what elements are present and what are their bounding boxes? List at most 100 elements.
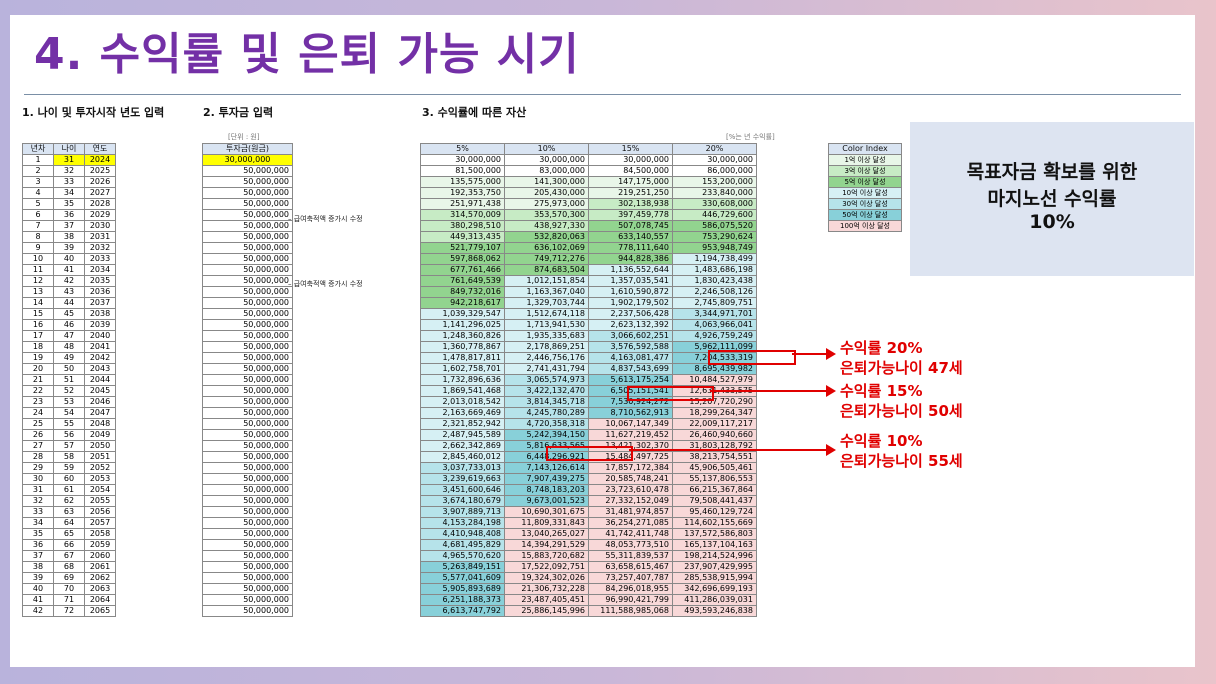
- asset-cell: 1,732,896,636: [420, 374, 505, 386]
- table-row: 50,000,000: [202, 297, 293, 309]
- asset-cell: 31,481,974,857: [588, 506, 673, 518]
- table1-cell: 2: [22, 165, 54, 177]
- asset-cell: 2,013,018,542: [420, 396, 505, 408]
- investment-cell: 50,000,000: [202, 594, 293, 606]
- asset-cell: 380,298,510: [420, 220, 505, 232]
- table1-cell: 10: [22, 253, 54, 265]
- asset-cell: 275,973,000: [504, 198, 589, 210]
- table-row: 16 46 2039: [22, 319, 116, 331]
- table-row: 50,000,000: [202, 198, 293, 210]
- table-row: 192,353,750 205,430,000 219,251,250 233,840…: [420, 187, 757, 199]
- table1-cell: 59: [53, 462, 85, 474]
- table-row: 50,000,000: [202, 176, 293, 188]
- table1-cell: 36: [22, 539, 54, 551]
- asset-cell: 38,213,754,551: [672, 451, 757, 463]
- asset-cell: 5,577,041,609: [420, 572, 505, 584]
- asset-cell: 86,000,000: [672, 165, 757, 177]
- table-row: 2 32 2025: [22, 165, 116, 177]
- asset-cell: 21,306,732,228: [504, 583, 589, 595]
- asset-cell: 1,194,738,499: [672, 253, 757, 265]
- investment-cell: 50,000,000: [202, 275, 293, 287]
- table1-cell: 2054: [84, 484, 116, 496]
- table-row: 4,410,948,408 13,040,265,027 41,742,411,74…: [420, 528, 757, 540]
- asset-cell: 1,141,296,025: [420, 319, 505, 331]
- table-row: 380,298,510 438,927,330 507,078,745 586,075…: [420, 220, 757, 232]
- asset-cell: 874,683,504: [504, 264, 589, 276]
- table1-cell: 13: [22, 286, 54, 298]
- asset-cell: 27,332,152,049: [588, 495, 673, 507]
- asset-cell: 4,063,966,041: [672, 319, 757, 331]
- table1-cell: 19: [22, 352, 54, 364]
- table-row: 31 61 2054: [22, 484, 116, 496]
- table-row: 38 68 2061: [22, 561, 116, 573]
- section-title-asset-by-return: 3. 수익률에 따른 자산: [422, 106, 527, 119]
- asset-cell: 3,065,574,973: [504, 374, 589, 386]
- table-row: 37 67 2060: [22, 550, 116, 562]
- asset-cell: 192,353,750: [420, 187, 505, 199]
- table1-cell: 2052: [84, 462, 116, 474]
- table-row: 1,039,329,547 1,512,674,118 2,237,506,428 3…: [420, 308, 757, 320]
- asset-cell: 15,883,720,682: [504, 550, 589, 562]
- table1-cell: 2046: [84, 396, 116, 408]
- table-row: 1,141,296,025 1,713,941,530 2,623,132,392 4…: [420, 319, 757, 331]
- table1-cell: 2030: [84, 220, 116, 232]
- investment-cell: 50,000,000: [202, 209, 293, 221]
- table1-cell: 49: [53, 352, 85, 364]
- legend-item: 30억 이상 달성: [828, 198, 902, 210]
- asset-cell: 95,460,129,724: [672, 506, 757, 518]
- asset-cell: 251,971,438: [420, 198, 505, 210]
- table-row: 2,163,669,469 4,245,780,289 8,710,562,913 1…: [420, 407, 757, 419]
- asset-cell: 1,357,035,541: [588, 275, 673, 287]
- table-row: 50,000,000: [202, 407, 293, 419]
- asset-cell: 397,459,778: [588, 209, 673, 221]
- asset-cell: 8,710,562,913: [588, 407, 673, 419]
- table-row: 23 53 2046: [22, 396, 116, 408]
- investment-cell: 50,000,000: [202, 330, 293, 342]
- asset-cell: 1,830,423,438: [672, 275, 757, 287]
- investment-cell: 50,000,000: [202, 319, 293, 331]
- investment-cell: 50,000,000: [202, 165, 293, 177]
- table-row: 3 33 2026: [22, 176, 116, 188]
- title-divider: [24, 94, 1181, 95]
- table-row: 39 69 2062: [22, 572, 116, 584]
- table1-cell: 31: [22, 484, 54, 496]
- table-row: 15 45 2038: [22, 308, 116, 320]
- table-row: 28 58 2051: [22, 451, 116, 463]
- asset-cell: 1,935,335,683: [504, 330, 589, 342]
- table-row: 7 37 2030: [22, 220, 116, 232]
- asset-cell: 9,673,001,523: [504, 495, 589, 507]
- asset-cell: 944,828,386: [588, 253, 673, 265]
- investment-cell: 50,000,000: [202, 451, 293, 463]
- table1-cell: 68: [53, 561, 85, 573]
- table1-cell: 33: [53, 176, 85, 188]
- table1-cell: 21: [22, 374, 54, 386]
- asset-cell: 81,500,000: [420, 165, 505, 177]
- table1-cell: 2026: [84, 176, 116, 188]
- asset-cell: 165,137,104,163: [672, 539, 757, 551]
- table1-cell: 32: [53, 165, 85, 177]
- table-row: 314,570,009 353,570,300 397,459,778 446,729…: [420, 209, 757, 221]
- investment-cell: 50,000,000: [202, 605, 293, 617]
- asset-cell: 4,926,759,249: [672, 330, 757, 342]
- asset-cell: 84,296,018,955: [588, 583, 673, 595]
- investment-cell: 50,000,000: [202, 264, 293, 276]
- table1-cell: 47: [53, 330, 85, 342]
- table-row: 597,868,062 749,712,276 944,828,386 1,194,7…: [420, 253, 757, 265]
- table-row: 5,577,041,609 19,324,302,026 73,257,407,78…: [420, 572, 757, 584]
- table1-cell: 64: [53, 517, 85, 529]
- asset-cell: 198,214,524,996: [672, 550, 757, 562]
- arrow-icon: [710, 385, 836, 397]
- asset-cell: 96,990,421,799: [588, 594, 673, 606]
- arrow-icon: [792, 348, 836, 360]
- table-row: 849,732,016 1,163,367,040 1,610,590,872 2,2…: [420, 286, 757, 298]
- table-row: 4,965,570,620 15,883,720,682 55,311,839,53…: [420, 550, 757, 562]
- asset-cell: 2,446,756,176: [504, 352, 589, 364]
- asset-cell: 8,695,439,982: [672, 363, 757, 375]
- investment-cell: 30,000,000: [202, 154, 293, 166]
- table-row: 33 63 2056: [22, 506, 116, 518]
- table1-cell: 57: [53, 440, 85, 452]
- table1-cell: 2037: [84, 297, 116, 309]
- annotation-age: 은퇴가능나이 47세: [840, 359, 963, 377]
- table1-cell: 2049: [84, 429, 116, 441]
- section-title-age-input: 1. 나이 및 투자시작 년도 입력: [22, 106, 165, 119]
